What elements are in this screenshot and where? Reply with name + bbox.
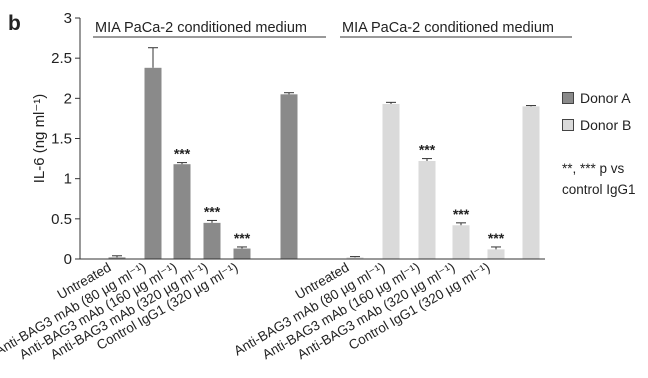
y-tick-label: 1.5 xyxy=(51,131,72,148)
bar-donor-b xyxy=(418,160,436,259)
significance-stars: *** xyxy=(453,206,470,222)
y-tick-label: 0 xyxy=(64,251,72,268)
bar-donor-b xyxy=(487,249,505,259)
bar-donor-b xyxy=(346,257,364,259)
group-header: MIA PaCa-2 conditioned medium xyxy=(342,20,554,36)
legend-swatch-donor-b xyxy=(562,119,574,131)
legend-swatch-donor-a xyxy=(562,92,574,104)
significance-stars: *** xyxy=(234,230,251,246)
significance-note-line-2: control IgG1 xyxy=(562,182,636,197)
bar-donor-a xyxy=(280,94,298,259)
y-axis-title: IL-6 (ng ml⁻¹) xyxy=(31,94,48,184)
bar-donor-b xyxy=(452,225,470,259)
significance-stars: *** xyxy=(174,146,191,162)
y-tick-label: 2 xyxy=(64,90,72,107)
y-tick-label: 2.5 xyxy=(51,50,72,67)
bar-donor-a xyxy=(203,222,221,259)
significance-stars: *** xyxy=(204,203,221,219)
significance-stars: *** xyxy=(488,230,505,246)
panel-label: b xyxy=(8,12,21,35)
legend-donor-b: Donor B xyxy=(562,117,631,133)
bar-donor-a xyxy=(233,248,251,259)
bar-donor-b xyxy=(522,106,540,259)
bar-donor-a xyxy=(108,257,126,259)
legend-label-donor-a: Donor A xyxy=(580,90,631,106)
group-header: MIA PaCa-2 conditioned medium xyxy=(95,20,307,36)
y-tick-label: 1 xyxy=(64,171,72,188)
legend-donor-a: Donor A xyxy=(562,90,631,106)
y-tick-label: 0.5 xyxy=(51,211,72,228)
significance-note: **, *** p vs control IgG1 xyxy=(562,158,636,200)
significance-stars: *** xyxy=(419,142,436,158)
bar-donor-a xyxy=(144,67,162,259)
legend-label-donor-b: Donor B xyxy=(580,117,632,133)
significance-note-line-1: **, *** p vs xyxy=(562,161,625,176)
y-tick-label: 3 xyxy=(64,10,72,27)
bar-donor-b xyxy=(382,103,400,259)
bar-donor-a xyxy=(173,164,191,259)
